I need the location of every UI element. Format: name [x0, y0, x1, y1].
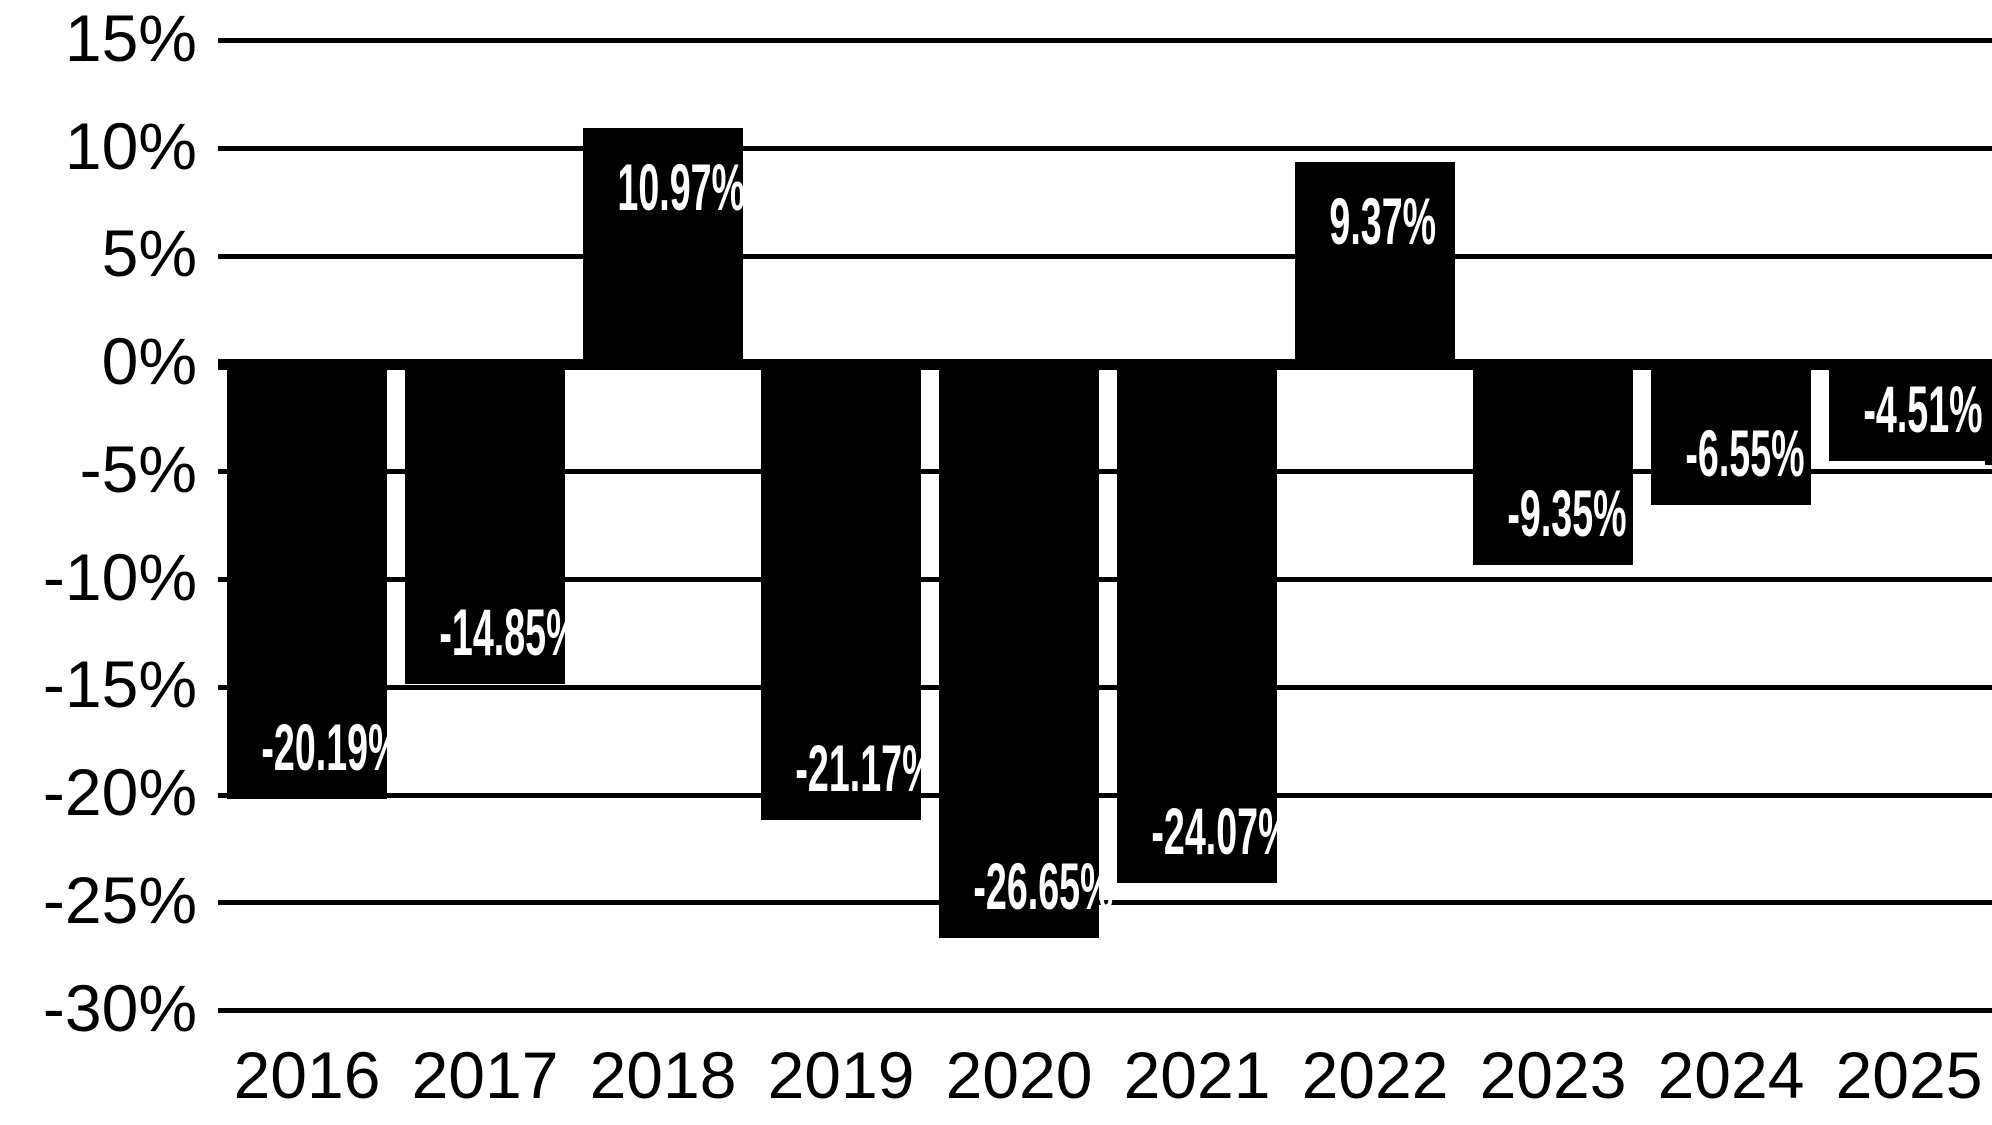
bar-value-label: -14.85%: [439, 595, 580, 670]
bar-value-label: 9.37%: [1329, 184, 1437, 259]
y-tick-label: -15%: [42, 647, 197, 722]
x-tick-label-2017: 2017: [411, 1038, 559, 1112]
gridline: [218, 146, 1992, 151]
y-tick-label: 15%: [64, 0, 197, 75]
x-tick-label-2020: 2020: [945, 1038, 1093, 1112]
gridline: [218, 38, 1992, 44]
gridline: [218, 792, 1992, 798]
bar-value-label: -6.55%: [1685, 416, 1805, 491]
bar-2020: -26.65%: [939, 364, 1114, 939]
zero-baseline-gridline: [218, 358, 1992, 370]
bar-2019: -21.17%: [761, 364, 936, 821]
x-tick-label-2022: 2022: [1301, 1038, 1449, 1112]
bar-2016: -20.19%: [227, 364, 402, 800]
x-tick-label-2016: 2016: [233, 1038, 381, 1112]
clipped-partial-bar: [1985, 364, 1992, 466]
bar-value-label: -26.65%: [973, 849, 1114, 924]
bar-2017: -14.85%: [405, 364, 580, 685]
y-tick-label: -25%: [42, 862, 197, 937]
bar-2022: 9.37%: [1295, 162, 1455, 364]
y-tick-label: 0%: [101, 324, 197, 398]
y-tick-label: -30%: [42, 970, 197, 1045]
y-tick-label: -10%: [42, 539, 197, 614]
bar-value-label: -20.19%: [261, 710, 402, 785]
y-tick-label: 10%: [64, 108, 197, 183]
x-tick-label-2025: 2025: [1835, 1038, 1983, 1112]
bar-2018: 10.97%: [583, 127, 745, 364]
bar-2024: -6.55%: [1651, 364, 1811, 506]
gridline: [218, 684, 1992, 690]
bar-value-label: -4.51%: [1863, 372, 1983, 447]
y-tick-label: -5%: [79, 431, 197, 506]
bar-2023: -9.35%: [1473, 364, 1633, 566]
bar-value-label: -9.35%: [1507, 476, 1627, 551]
bar-value-label: -24.07%: [1151, 793, 1292, 868]
bar-2025: -4.51%: [1829, 364, 1989, 462]
gridline: [218, 253, 1992, 259]
bar-value-label: 10.97%: [617, 149, 745, 224]
x-tick-label-2021: 2021: [1123, 1038, 1271, 1112]
y-tick-label: -20%: [42, 755, 197, 829]
x-tick-label-2018: 2018: [589, 1038, 737, 1112]
gridline: [218, 1008, 1992, 1013]
bar-value-label: -21.17%: [795, 731, 936, 806]
y-tick-label: 5%: [101, 216, 197, 291]
x-tick-label-2024: 2024: [1657, 1038, 1805, 1112]
x-tick-label-2023: 2023: [1479, 1038, 1627, 1112]
gridline: [218, 469, 1992, 475]
gridline: [218, 577, 1992, 582]
gridline: [218, 900, 1992, 906]
x-tick-label-2019: 2019: [767, 1038, 915, 1112]
bar-2021: -24.07%: [1117, 364, 1292, 883]
